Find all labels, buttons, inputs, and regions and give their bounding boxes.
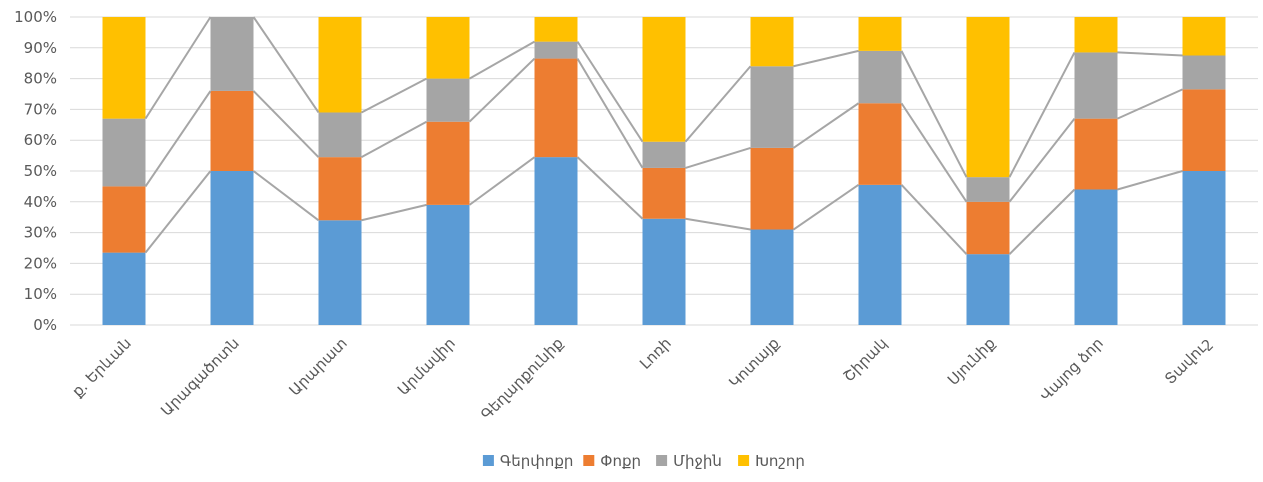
legend-label: Փոքր — [600, 452, 641, 470]
bar-segment — [318, 112, 362, 158]
bar-segment — [750, 17, 794, 67]
bar-segment — [1074, 118, 1118, 190]
legend-label: Գերփոքր — [500, 452, 573, 470]
axes: 0% 10% 20% 30% 40% 50% 60% 70% 80% 90% 100% ք. Երևա… — [14, 8, 1215, 424]
category-label: ք. Երևան — [68, 334, 134, 400]
bar-segment — [102, 252, 146, 325]
bar-segment — [210, 171, 254, 325]
bar-segment — [318, 17, 362, 113]
y-tick-label: 10% — [24, 285, 57, 303]
bar-segment — [858, 17, 902, 51]
bar-segment — [750, 147, 794, 230]
bar-segment — [1182, 55, 1226, 90]
bar-segment — [210, 17, 254, 91]
bar-segment — [426, 78, 470, 122]
bar-segment — [858, 184, 902, 325]
category-label: Վայոց ձոր — [1036, 334, 1107, 405]
series-lines — [144, 16, 1183, 255]
category-label: Սյունիք — [944, 334, 999, 389]
bar-segment — [534, 58, 578, 158]
bar-segment — [750, 229, 794, 325]
bar-segment — [426, 121, 470, 205]
bar-segment — [534, 41, 578, 59]
y-tick-label: 70% — [24, 100, 57, 118]
y-tick-label: 0% — [33, 316, 57, 334]
bar-segment — [1074, 52, 1118, 119]
series-line — [144, 156, 1183, 255]
bar-segment — [1182, 17, 1226, 56]
category-label: Արարատ — [286, 334, 351, 399]
bar-segment — [1182, 171, 1226, 325]
y-tick-label: 40% — [24, 193, 57, 211]
bar-segment — [1074, 17, 1118, 53]
category-label: Գեղարքունիք — [477, 334, 567, 424]
legend-swatch — [482, 455, 494, 466]
legend-label: Խոշոր — [755, 452, 805, 470]
bar-segment — [318, 220, 362, 325]
bar-segment — [102, 118, 146, 187]
legend-item: Գերփոքր — [482, 452, 573, 470]
bar-segment — [534, 17, 578, 42]
bar-segment — [966, 254, 1010, 325]
legend-swatch — [656, 455, 668, 466]
bar-segment — [966, 177, 1010, 202]
category-label: Տավուշ — [1161, 334, 1215, 388]
series-line — [144, 57, 1183, 203]
bar-segment — [534, 157, 578, 325]
bar-segment — [102, 186, 146, 253]
legend-swatch — [583, 455, 595, 466]
category-label: Արագածոտն — [157, 334, 243, 420]
y-tick-label: 80% — [24, 70, 57, 88]
legend-label: Միջին — [673, 452, 722, 470]
legend-item: Միջին — [656, 452, 722, 470]
bar-segment — [642, 17, 686, 142]
legend-item: Փոքր — [583, 452, 641, 470]
bars — [102, 17, 1226, 325]
bar-segment — [966, 201, 1010, 255]
legend: Գերփոքր Փոքր Միջին Խոշոր — [482, 452, 805, 470]
bar-segment — [966, 17, 1010, 178]
category-label: Արմավիր — [394, 334, 459, 399]
bar-segment — [642, 167, 686, 219]
y-tick-label: 30% — [24, 224, 57, 242]
y-tick-label: 90% — [24, 39, 57, 57]
bar-segment — [750, 66, 794, 148]
bar-segment — [642, 141, 686, 168]
y-tick-label: 60% — [24, 131, 57, 149]
category-label: Լոռի — [636, 334, 675, 373]
series-line — [144, 16, 1183, 178]
bar-segment — [210, 90, 254, 171]
bar-segment — [102, 17, 146, 119]
bar-segment — [1074, 189, 1118, 325]
bar-segment — [858, 103, 902, 185]
bar-segment — [426, 17, 470, 79]
bar-segment — [642, 218, 686, 325]
category-label: Կոտայք — [725, 334, 783, 392]
category-label: Շիրակ — [840, 334, 891, 385]
bar-segment — [426, 204, 470, 325]
y-tick-label: 100% — [14, 8, 57, 26]
bar-segment — [858, 50, 902, 104]
y-tick-label: 20% — [24, 254, 57, 272]
legend-item: Խոշոր — [738, 452, 805, 470]
y-tick-label: 50% — [24, 162, 57, 180]
bar-segment — [318, 157, 362, 221]
bar-segment — [1182, 89, 1226, 171]
legend-swatch — [738, 455, 750, 466]
